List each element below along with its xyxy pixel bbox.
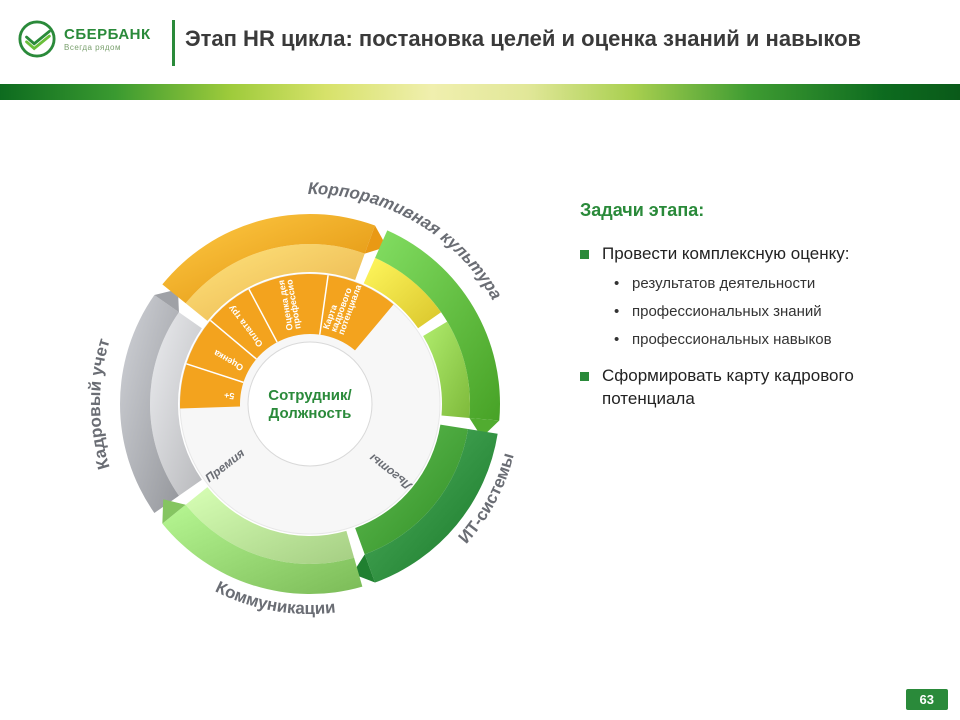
logo-name: СБЕРБАНК [64,27,151,42]
header: СБЕРБАНК Всегда рядом Этап HR цикла: пос… [0,0,960,84]
tasks-heading: Задачи этапа: [580,200,932,221]
tasks-panel: Задачи этапа: Провести комплексную оценк… [580,200,932,425]
sberbank-logo-icon [18,20,56,58]
slide: СБЕРБАНК Всегда рядом Этап HR цикла: пос… [0,0,960,720]
tasks-subitem: профессиональных навыков [614,330,932,350]
tasks-item: Провести комплексную оценку:результатов … [580,243,932,351]
tasks-list: Провести комплексную оценку:результатов … [580,243,932,411]
svg-text:Сотрудник/: Сотрудник/ [268,387,352,404]
svg-text:Должность: Должность [269,405,352,422]
tasks-sublist: результатов деятельности профессиональных… [614,274,932,351]
tasks-subitem: результатов деятельности [614,274,932,294]
hr-cycle-diagram: 5+ОценкаОплата трудаОценка деятельности,… [60,154,560,654]
tasks-item: Сформировать карту кадрового потенциала [580,365,932,411]
tasks-subitem: профессиональных знаний [614,302,932,322]
svg-text:Кадровый учет: Кадровый учет [85,336,114,471]
logo: СБЕРБАНК Всегда рядом [18,20,151,58]
page-number-badge: 63 [906,689,948,710]
svg-text:5+: 5+ [223,390,235,401]
logo-tagline: Всегда рядом [64,44,151,52]
header-separator [172,20,175,66]
slide-title: Этап HR цикла: постановка целей и оценка… [185,26,861,52]
header-band [0,84,960,100]
logo-text: СБЕРБАНК Всегда рядом [64,27,151,52]
